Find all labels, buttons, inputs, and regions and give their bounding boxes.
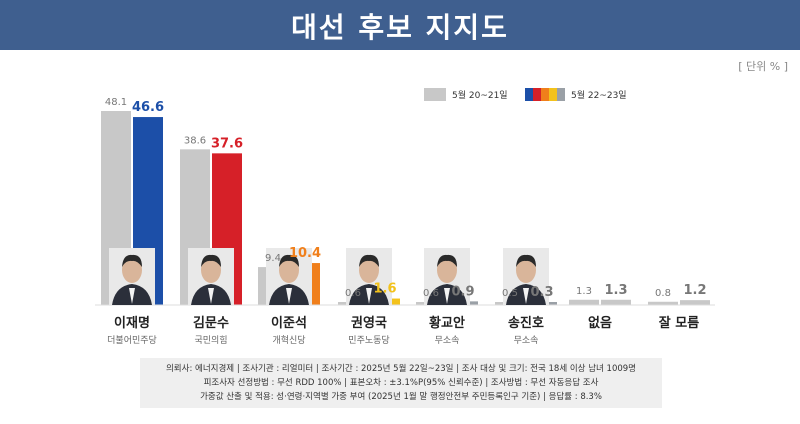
candidate-photo-0 [109, 248, 155, 305]
party-label-4: 무소속 [435, 335, 460, 346]
category-label-3: 권영국 [351, 316, 387, 331]
photo-face [279, 257, 299, 283]
value-label-prev-2: 9.4 [265, 253, 281, 264]
candidate-photo-1 [188, 248, 234, 305]
legend-prev: 5월 20~21일 [424, 86, 508, 102]
photo-shirt [444, 288, 450, 304]
value-label-curr-1: 37.6 [211, 136, 243, 151]
chart-title: 대선 후보 지지도 [291, 11, 509, 44]
photo-shirt [366, 288, 372, 304]
value-label-curr-7: 1.2 [683, 283, 706, 298]
category-label-4: 황교안 [429, 315, 465, 331]
photo-hair [516, 254, 536, 267]
photo-hair [279, 254, 299, 267]
party-label-5: 무소속 [514, 335, 539, 346]
category-label-7: 잘 모름 [659, 316, 699, 331]
legend-curr-label: 5월 22~23일 [571, 90, 627, 101]
photo-hair [201, 254, 221, 267]
category-label-6: 없음 [588, 315, 612, 331]
value-label-prev-4: 0.6 [423, 288, 439, 299]
value-label-curr-0: 46.6 [132, 100, 164, 115]
photo-shirt [208, 288, 214, 304]
category-label-0: 이재명 [114, 315, 150, 331]
value-label-curr-4: 0.9 [451, 284, 474, 299]
value-label-curr-6: 1.3 [604, 283, 627, 298]
legend-prev-label: 5월 20~21일 [452, 90, 508, 101]
header-bar: 대선 후보 지지도 [0, 0, 800, 50]
legend-swatch-segment [541, 87, 549, 101]
value-label-curr-3: 1.6 [373, 282, 396, 297]
footer-line-3: 가중값 산출 및 적용: 성·연령·지역별 가중 부여 (2025년 1월 말 … [200, 392, 602, 402]
unit-label: [ 단위 % ] [738, 60, 788, 73]
bar-prev-6 [569, 299, 599, 305]
value-label-prev-3: 0.6 [345, 288, 361, 299]
candidate-photo-3 [346, 248, 392, 305]
bar-curr-7 [680, 300, 710, 305]
party-label-2: 개혁신당 [272, 335, 305, 346]
legend-curr-swatch [525, 87, 565, 101]
photo-face [516, 257, 536, 283]
candidate-photo-5 [503, 248, 549, 305]
photo-shirt [523, 288, 529, 304]
footer-line-2: 피조사자 선정방법 : 무선 RDD 100% | 표본오차 : ±3.1%P(… [203, 378, 599, 388]
photo-hair [437, 254, 457, 267]
value-label-prev-7: 0.8 [655, 288, 671, 299]
legend-swatch-segment [525, 87, 533, 101]
value-label-prev-1: 38.6 [184, 135, 206, 146]
value-label-prev-5: 0.5 [502, 288, 518, 299]
legend-prev-swatch [424, 87, 446, 101]
candidate-photo-2 [266, 248, 312, 305]
photo-shirt [286, 288, 292, 304]
photo-hair [359, 254, 379, 267]
footer-line-1: 의뢰사: 에너지경제 | 조사기관 : 리얼미터 | 조사기간 : 2025년 … [165, 364, 636, 374]
candidate-photos-group [109, 248, 549, 305]
photo-face [437, 257, 457, 283]
legend-curr: 5월 22~23일 [525, 86, 627, 102]
value-label-curr-2: 10.4 [289, 246, 321, 261]
photo-hair [122, 254, 142, 267]
photo-shirt [129, 288, 135, 304]
candidate-photo-4 [424, 248, 470, 305]
bar-curr-6 [601, 299, 631, 305]
photo-face [201, 257, 221, 283]
survey-footer: 의뢰사: 에너지경제 | 조사기관 : 리얼미터 | 조사기간 : 2025년 … [140, 358, 662, 408]
bar-prev-7 [648, 301, 678, 305]
party-label-1: 국민의힘 [194, 335, 227, 346]
legend-swatch-segment [557, 87, 565, 101]
value-label-prev-6: 1.3 [576, 286, 592, 297]
legend-swatch-segment [549, 87, 557, 101]
category-label-5: 송진호 [508, 315, 544, 331]
value-label-curr-5: 0.3 [530, 285, 553, 300]
party-label-0: 더불어민주당 [107, 335, 157, 346]
category-label-1: 김문수 [193, 316, 229, 331]
photo-face [359, 257, 379, 283]
category-label-2: 이준석 [271, 315, 307, 331]
party-label-3: 민주노동당 [348, 335, 389, 346]
legend-swatch-segment [533, 87, 541, 101]
photo-face [122, 257, 142, 283]
value-label-prev-0: 48.1 [105, 97, 127, 108]
